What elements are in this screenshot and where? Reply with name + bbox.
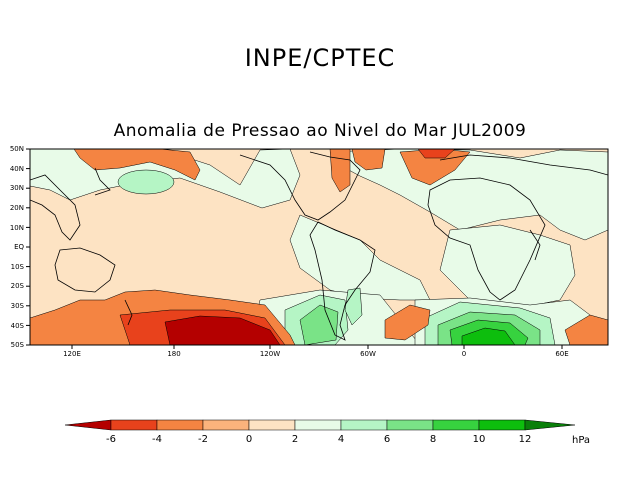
south-pacific-negative-6	[164, 315, 281, 345]
colorbar-label: -4	[152, 434, 162, 445]
lon-label-120w: 120W	[260, 350, 280, 358]
colorbar-label: -2	[198, 434, 208, 445]
lat-label-50n: 50N	[10, 145, 24, 153]
southeast-pacific-high-core	[299, 304, 339, 345]
lat-label-eq: EQ	[14, 243, 24, 251]
lat-axis: 50N 40N 30N 20N 10N EQ 10S 20S 30S 40S 5…	[10, 145, 30, 349]
map-title: Anomalia de Pressao ao Nivel do Mar JUL2…	[113, 121, 527, 141]
north-atlantic-eurasia-positive	[329, 149, 608, 241]
colorbar-label: -6	[106, 434, 116, 445]
new-zealand-coast	[124, 299, 133, 326]
south-atlantic-west-negative	[384, 304, 431, 341]
australia-coast	[54, 247, 116, 293]
lat-label-30s: 30S	[11, 302, 25, 310]
coastlines	[30, 151, 608, 341]
colorbar-segment	[248, 419, 296, 431]
lon-axis: 120E 180 120W 60W 0 60E	[63, 345, 569, 358]
anomaly-fields	[30, 149, 608, 345]
lat-label-40s: 40S	[11, 322, 25, 330]
colorbar-label: 4	[338, 434, 344, 445]
south-atlantic-high-10	[461, 327, 516, 345]
colorbar-segment	[110, 419, 158, 431]
lat-label-20s: 20S	[11, 282, 25, 290]
colorbar-label: 8	[430, 434, 436, 445]
africa-positive	[439, 224, 576, 309]
south-america-positive	[289, 214, 431, 301]
north-america-east-negative	[329, 149, 351, 193]
eurasia-coast	[439, 154, 608, 176]
north-atlantic-negative-core	[417, 149, 456, 159]
colorbar-unit: hPa	[572, 435, 590, 446]
colorbar-label: 0	[246, 434, 252, 445]
lat-label-20n: 20N	[10, 204, 24, 212]
page-title: INPE/CPTEC	[244, 44, 396, 72]
lon-label-120e: 120E	[63, 350, 81, 358]
colorbar-segment	[202, 419, 250, 431]
colorbar-segment	[340, 419, 388, 431]
colorbar-segment	[156, 419, 204, 431]
lon-label-60w: 60W	[360, 350, 376, 358]
lon-label-180: 180	[167, 350, 180, 358]
africa-coast	[427, 177, 546, 301]
madagascar-coast	[529, 229, 541, 261]
colorbar-label: 12	[519, 434, 532, 445]
colorbar-segment	[386, 419, 434, 431]
colorbar-arrow-high	[524, 419, 576, 431]
colorbar-segment	[432, 419, 480, 431]
colorbar-label: 6	[384, 434, 390, 445]
lat-label-30n: 30N	[10, 184, 24, 192]
lon-label-0: 0	[462, 350, 466, 358]
lat-label-10n: 10N	[10, 224, 24, 232]
north-pacific-negative	[73, 149, 201, 181]
colorbar-segment	[294, 419, 342, 431]
colorbar-label: 2	[292, 434, 298, 445]
lat-label-50s: 50S	[11, 341, 25, 349]
southern-indian-negative	[564, 314, 608, 345]
lat-label-10s: 10S	[11, 263, 25, 271]
lat-label-40n: 40N	[10, 165, 24, 173]
colorbar-segment	[478, 419, 526, 431]
north-america-coast	[239, 151, 361, 221]
lon-label-60e: 60E	[555, 350, 568, 358]
colorbar-label: 10	[473, 434, 486, 445]
south-america-coast	[309, 221, 376, 341]
colorbar: -6 -4 -2 0 2 4 6 8 10 12 hPa	[64, 419, 590, 446]
asia-coast	[30, 174, 81, 241]
north-pacific-high-core	[117, 169, 175, 195]
labrador-negative	[351, 149, 386, 171]
colorbar-arrow-low	[64, 419, 112, 431]
japan-coast	[94, 167, 111, 196]
argentina-positive	[344, 287, 363, 326]
